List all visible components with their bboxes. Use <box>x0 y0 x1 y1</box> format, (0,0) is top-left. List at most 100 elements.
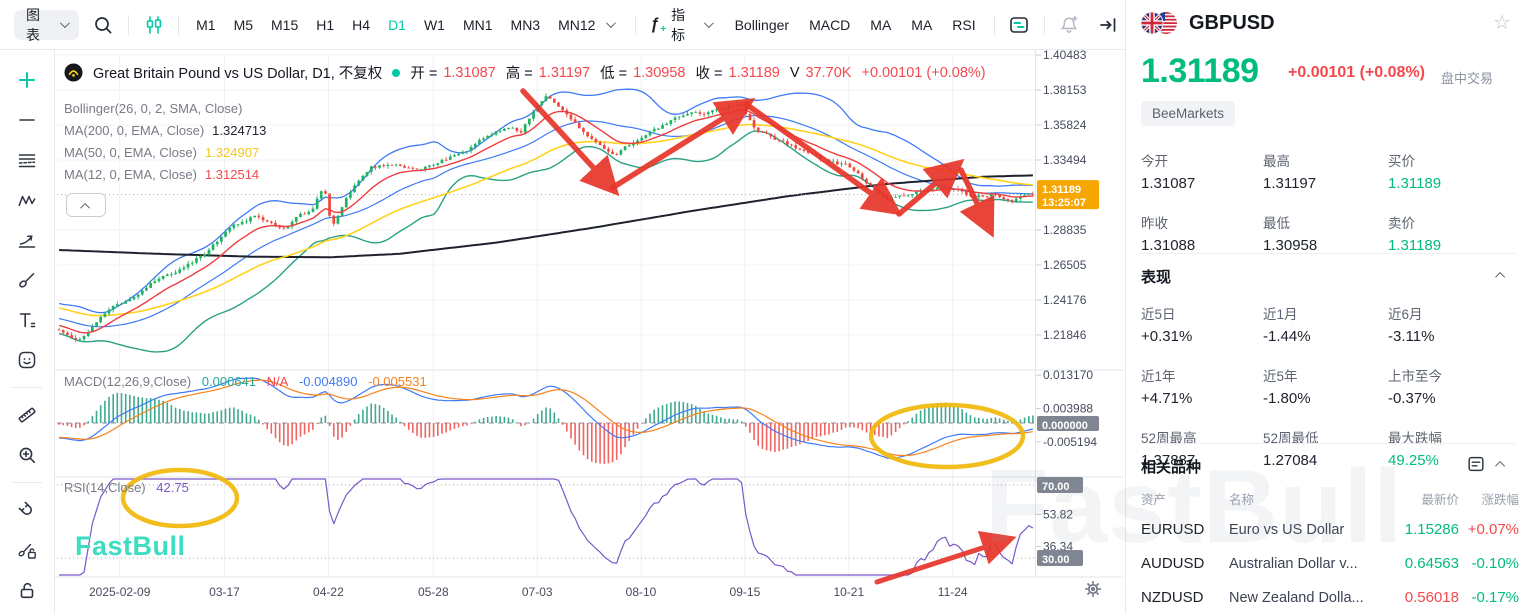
price-axis-tick: 1.35824 <box>1043 118 1087 132</box>
timeframe-m1[interactable]: M1 <box>196 16 216 33</box>
close-value: 1.31189 <box>728 64 780 81</box>
divider <box>12 482 42 483</box>
timeframe-mn12[interactable]: MN12 <box>558 16 596 33</box>
chevron-down-icon <box>60 18 70 28</box>
symbol-title: GBPUSD <box>1189 11 1275 34</box>
curved-arrow-icon[interactable] <box>9 222 45 258</box>
indicators-menu[interactable]: ƒ + 指标 <box>644 5 716 45</box>
timeframe-more-chevron-icon[interactable] <box>606 18 617 28</box>
divider <box>993 14 995 35</box>
chart-type-menu[interactable]: 图表 <box>14 7 79 43</box>
drawn-trend-arrow[interactable] <box>609 98 756 191</box>
legend-collapse-button[interactable] <box>66 193 106 217</box>
timeframe-mn3[interactable]: MN3 <box>510 16 541 33</box>
date-axis-tick: 03-17 <box>209 585 240 599</box>
ma50-legend: MA(50, 0, EMA, Close) 1.324907 <box>64 145 260 160</box>
compare-layout-icon[interactable] <box>1003 8 1036 42</box>
divider <box>1141 253 1516 254</box>
timeframe-h1[interactable]: H1 <box>316 16 335 33</box>
rsi-legend: RSI(14,Close) 42.75 <box>64 480 189 495</box>
candlestick-chart-icon[interactable] <box>137 8 170 42</box>
timeframe-h4[interactable]: H4 <box>352 16 371 33</box>
chart-settings-gear-icon[interactable] <box>1085 581 1101 597</box>
text-icon[interactable] <box>9 302 45 338</box>
drawn-rsi-arrow[interactable] <box>874 531 1017 585</box>
indicator-shortcut-ma-2[interactable]: MA <box>911 16 933 33</box>
date-axis-tick: 05-28 <box>418 585 449 599</box>
svg-text:13:25:07: 13:25:07 <box>1042 197 1086 209</box>
quote-stat: 今开 1.31087 <box>1141 154 1196 192</box>
timeframe-mn1[interactable]: MN1 <box>462 16 493 33</box>
performance-stat: 近6月 -3.11% <box>1388 307 1435 345</box>
related-symbol-row-eurusd[interactable]: EURUSD Euro vs US Dollar 1.15286 +0.07% <box>1141 521 1519 538</box>
price-axis-tick: 1.24176 <box>1043 293 1087 307</box>
magnet-icon[interactable] <box>9 492 45 528</box>
related-news-icon[interactable] <box>1466 454 1486 479</box>
quote-stat: 最高 1.31197 <box>1263 154 1317 192</box>
performance-grid: 近5日 +0.31% 近1月 -1.44% 近6月 -3.11% 近1年 +4.71% 近5年 -… <box>1141 303 1516 469</box>
add-icon[interactable] <box>9 62 45 98</box>
indicator-shortcut-rsi[interactable]: RSI <box>952 16 976 33</box>
timeframe-list: M1 M5 M15 H1 H4 D1 W1 MN1 MN3 MN12 <box>187 17 604 33</box>
low-label: 低 = <box>600 66 628 82</box>
indicator-shortcut-macd[interactable]: MACD <box>809 16 851 33</box>
date-axis-tick: 08-10 <box>626 585 657 599</box>
favorite-star-icon[interactable]: ☆ <box>1493 12 1511 34</box>
date-axis-tick: 10-21 <box>833 585 864 599</box>
price-change: +0.00101 (+0.08%) <box>1288 64 1425 81</box>
date-axis-tick: 04-22 <box>313 585 344 599</box>
price-axis-tick: 1.38153 <box>1043 83 1087 97</box>
last-price: 1.31189 <box>1141 52 1259 90</box>
timeframe-m15[interactable]: M15 <box>271 16 299 33</box>
drawn-trend-arrow[interactable] <box>896 158 965 217</box>
chart-menu-label: 图表 <box>26 6 40 43</box>
brush-icon[interactable] <box>9 262 45 298</box>
indicator-shortcuts: Bollinger MACD MA MA RSI <box>725 17 986 33</box>
alert-bell-icon[interactable] <box>1053 8 1086 42</box>
performance-section-title: 表现 <box>1141 269 1172 286</box>
collapse-panel-icon[interactable] <box>1092 8 1125 42</box>
search-icon[interactable] <box>87 8 120 42</box>
drawn-trend-arrow[interactable] <box>958 167 995 238</box>
timeframe-w1[interactable]: W1 <box>423 16 445 33</box>
divider <box>12 387 42 388</box>
indicator-shortcut-bollinger[interactable]: Bollinger <box>734 16 790 33</box>
macd-legend: MACD(12,26,9,Close) 0.000641 N/A -0.0048… <box>64 374 427 389</box>
performance-stat: 近5日 +0.31% <box>1141 307 1193 345</box>
quote-stat: 最低 1.30958 <box>1263 216 1318 254</box>
drawn-trend-arrow[interactable] <box>743 101 902 216</box>
timeframe-m5[interactable]: M5 <box>233 16 254 33</box>
indicator-shortcut-ma[interactable]: MA <box>870 16 892 33</box>
emoji-icon[interactable] <box>9 342 45 378</box>
svg-text:0.000000: 0.000000 <box>1042 420 1088 432</box>
open-label: 开 = <box>410 66 438 82</box>
brush-lock-icon[interactable] <box>9 532 45 568</box>
ruler-icon[interactable] <box>9 397 45 433</box>
performance-collapse-icon[interactable] <box>1495 271 1506 282</box>
drawn-trend-arrow[interactable] <box>520 88 620 197</box>
trend-line-icon[interactable] <box>9 102 45 138</box>
divider <box>1141 443 1516 444</box>
divider <box>1043 14 1045 35</box>
indicators-menu-label: 指标 <box>671 6 686 43</box>
drawn-rsi-ellipse[interactable] <box>120 467 240 529</box>
performance-stat: 近1月 -1.44% <box>1263 307 1311 345</box>
drawn-macd-ellipse[interactable] <box>868 402 1026 470</box>
related-symbol-row-audusd[interactable]: AUDUSD Australian Dollar v... 0.64563 -0.10… <box>1141 555 1519 572</box>
chart-area[interactable]: 1.40483 1.38153 1.35824 1.33494 1.28835 1.265… <box>55 50 1125 614</box>
broker-badge: BeeMarkets <box>1141 101 1236 126</box>
related-symbol-row-nzdusd[interactable]: NZDUSD New Zealand Dolla... 0.56018 -0.17% <box>1141 589 1519 606</box>
unlock-icon[interactable] <box>9 572 45 608</box>
divider <box>178 14 180 35</box>
macd-axis-tick: 0.013170 <box>1043 368 1093 382</box>
parallel-lines-icon[interactable] <box>9 142 45 178</box>
currency-pair-flags-icon <box>1139 10 1179 36</box>
zoom-in-icon[interactable] <box>9 437 45 473</box>
pattern-waves-icon[interactable] <box>9 182 45 218</box>
quote-stat: 卖价 1.31189 <box>1388 216 1442 254</box>
chart-canvas[interactable]: 1.40483 1.38153 1.35824 1.33494 1.28835 1.265… <box>55 50 1125 614</box>
rsi-axis-tick: 36.34 <box>1043 539 1073 553</box>
timeframe-d1[interactable]: D1 <box>388 16 406 33</box>
price-axis-tick: 1.40483 <box>1043 50 1087 62</box>
